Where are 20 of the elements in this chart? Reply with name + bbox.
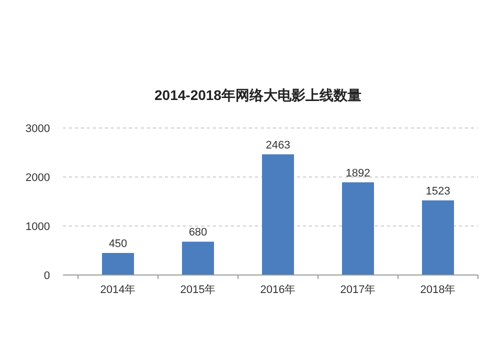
x-tick-label: 2018年	[420, 284, 456, 296]
x-tick-label: 2015年	[180, 284, 216, 296]
data-label: 1523	[426, 185, 450, 198]
x-tick-label: 2016年	[260, 284, 296, 296]
bar	[102, 252, 134, 275]
bar	[422, 200, 454, 275]
y-tick-label: 2000	[26, 172, 50, 184]
x-tick-label: 2017年	[340, 284, 376, 296]
y-tick-label: 3000	[26, 122, 50, 135]
bar	[262, 154, 294, 275]
data-label: 1892	[346, 167, 370, 180]
bar	[342, 182, 374, 275]
chart-title: 2014-2018年网络大电影上线数量	[154, 87, 362, 103]
data-label: 2463	[266, 139, 290, 152]
bar	[182, 242, 214, 275]
y-tick-label: 0	[44, 270, 50, 282]
y-tick-label: 1000	[26, 220, 50, 233]
data-label: 680	[188, 226, 208, 239]
data-label: 450	[108, 238, 128, 250]
x-tick-label: 2014年	[100, 284, 136, 296]
